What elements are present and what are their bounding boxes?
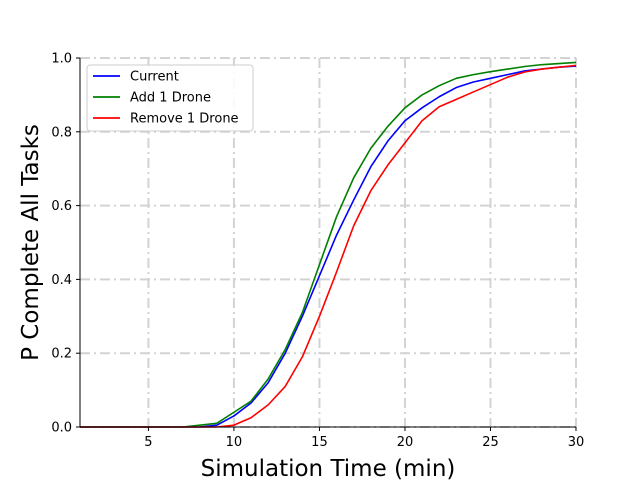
legend-label: Remove 1 Drone [130,112,239,127]
y-tick-label: 1.0 [51,52,72,67]
x-tick-label: 30 [568,435,585,450]
x-tick-label: 5 [144,435,152,450]
legend: Current Add 1 Drone Remove 1 Drone [86,64,254,132]
x-tick-label: 15 [311,435,328,450]
y-tick-label: 0.2 [51,347,72,362]
x-tick-label: 25 [482,435,499,450]
legend-label: Add 1 Drone [130,91,211,106]
x-tick-label: 20 [397,435,414,450]
y-tick-label: 0.8 [51,125,72,140]
x-tick-label: 10 [226,435,243,450]
legend-box [86,64,254,132]
y-axis-label: P Complete All Tasks [18,124,44,361]
y-tick-label: 0.6 [51,199,72,214]
x-axis-label: Simulation Time (min) [201,456,456,480]
ticks: 5 10 15 20 25 30 0.0 0.2 0.4 0.6 0.8 1.0 [51,52,584,451]
axes [79,58,576,428]
y-tick-label: 0.4 [51,273,72,288]
legend-label: Current [130,70,179,85]
y-tick-label: 0.0 [51,421,72,436]
